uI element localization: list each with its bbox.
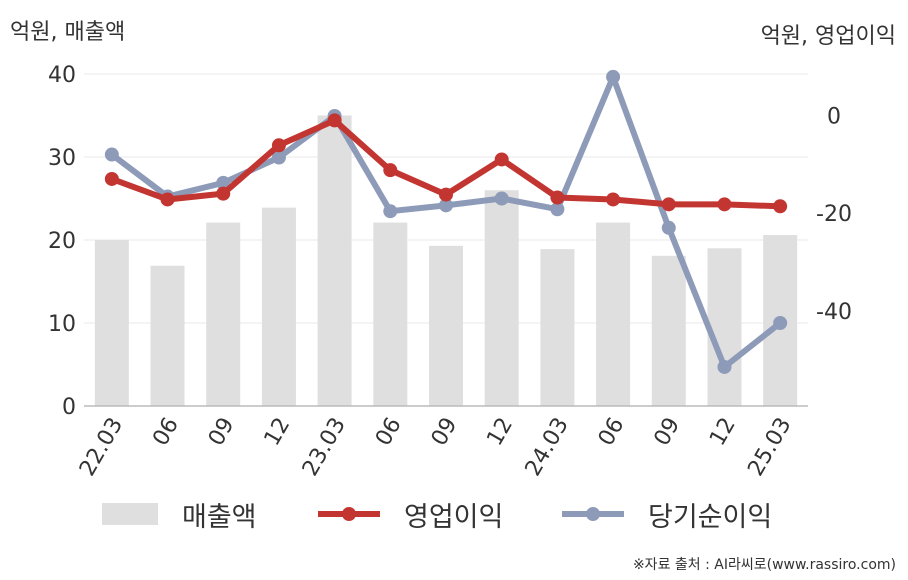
point-net-income <box>661 220 676 235</box>
x-axis-tick-label: 24.03 <box>521 414 574 481</box>
point-operating-profit <box>383 163 398 178</box>
x-axis-tick-label: 06 <box>594 414 630 451</box>
bar-sales <box>651 255 686 406</box>
point-operating-profit <box>494 152 509 167</box>
point-net-income <box>717 359 732 374</box>
right-axis-tick-label: -40 <box>816 300 852 325</box>
point-operating-profit <box>327 113 342 128</box>
left-axis-unit: 억원, 매출액 <box>10 20 126 45</box>
point-operating-profit <box>104 171 119 186</box>
legend-swatch-sales <box>102 503 158 525</box>
left-axis-tick-label: 40 <box>48 63 76 88</box>
legend-swatch-net-income <box>562 503 624 525</box>
x-axis-tick-label: 22.03 <box>75 414 128 481</box>
bar-sales <box>94 240 129 406</box>
legend-label-sales: 매출액 <box>182 501 257 533</box>
x-axis-tick-label: 06 <box>148 414 184 451</box>
left-axis-tick-label: 0 <box>62 395 76 420</box>
bar-sales <box>484 190 519 406</box>
point-operating-profit <box>717 197 732 212</box>
point-operating-profit <box>160 192 175 207</box>
point-net-income <box>104 147 119 162</box>
point-operating-profit <box>773 199 788 214</box>
left-axis-tick-label: 30 <box>48 146 76 171</box>
right-axis-tick-label: 0 <box>827 105 841 130</box>
point-net-income <box>216 175 231 190</box>
point-net-income <box>383 204 398 219</box>
x-axis-tick-label: 12 <box>260 414 296 451</box>
point-operating-profit <box>439 187 453 202</box>
x-axis-tick-label: 06 <box>371 414 407 451</box>
left-axis-tick-label: 10 <box>48 312 76 337</box>
x-axis-tick-label: 25.03 <box>743 414 796 481</box>
point-operating-profit <box>550 190 565 205</box>
bar-sales <box>261 207 296 406</box>
point-net-income <box>773 316 788 330</box>
legend-label-operating-profit: 영업이익 <box>404 501 504 533</box>
x-axis-tick-label: 23.03 <box>298 414 351 481</box>
bar-sales <box>373 222 408 406</box>
x-axis-tick-label: 09 <box>650 414 686 451</box>
point-operating-profit <box>606 192 621 207</box>
point-net-income <box>494 191 509 206</box>
right-axis-unit: 억원, 영업이익 <box>760 24 896 49</box>
bar-sales <box>429 245 463 406</box>
data-source-note: ※자료 출처 : AI라씨로(www.rassiro.com) <box>632 557 896 573</box>
point-net-income <box>550 202 565 217</box>
left-axis-tick-label: 20 <box>48 229 76 254</box>
point-operating-profit <box>661 197 676 212</box>
bar-sales <box>707 248 742 406</box>
point-net-income <box>439 198 453 213</box>
right-axis-tick-label: -20 <box>816 202 852 227</box>
bar-sales <box>206 222 241 406</box>
legend-item-operating-profit: 영업이익 <box>318 494 503 534</box>
x-axis-tick-label: 09 <box>204 414 240 451</box>
bar-sales <box>317 115 352 406</box>
point-net-income <box>271 150 286 165</box>
x-axis-tick-label: 12 <box>705 414 741 451</box>
legend-item-sales: 매출액 <box>102 494 257 534</box>
legend-swatch-operating-profit <box>318 503 380 525</box>
bar-sales <box>150 265 185 406</box>
point-operating-profit <box>216 186 231 201</box>
legend-label-net-income: 당기순이익 <box>648 501 773 533</box>
x-axis-tick-label: 12 <box>482 414 518 451</box>
point-operating-profit <box>271 138 286 153</box>
x-axis-tick-label: 09 <box>427 414 463 451</box>
point-net-income <box>606 69 621 84</box>
legend-item-net-income: 당기순이익 <box>562 494 772 534</box>
bar-sales <box>540 249 575 406</box>
bar-sales <box>596 222 631 406</box>
